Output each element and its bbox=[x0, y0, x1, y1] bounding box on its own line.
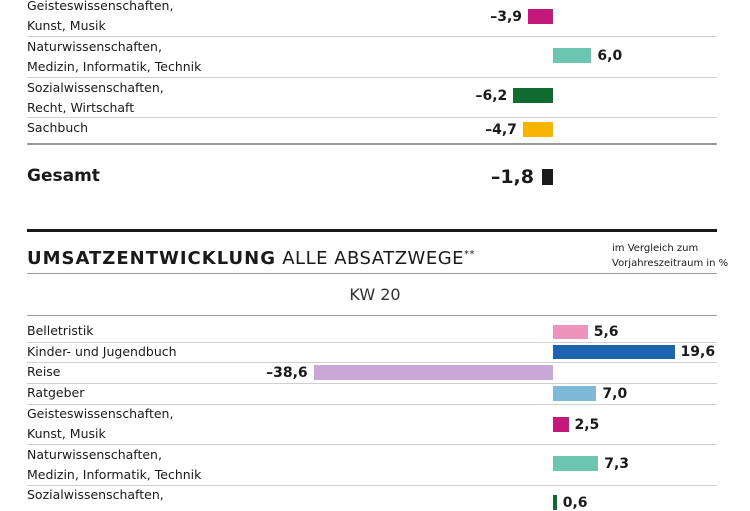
bar-geisteswissenschaften bbox=[528, 9, 553, 24]
bar-sozialwissenschaften-2 bbox=[553, 495, 557, 510]
bar-ratgeber bbox=[553, 386, 597, 401]
category-label: Naturwissenschaften, Medizin, Informatik… bbox=[27, 39, 202, 74]
value-label: 5,6 bbox=[593, 324, 619, 340]
category-label: Sozialwissenschaften, bbox=[27, 487, 164, 502]
title-underline bbox=[27, 273, 717, 274]
total-label: Gesamt bbox=[27, 166, 100, 186]
bar-belletristik bbox=[553, 325, 588, 339]
row-divider bbox=[27, 383, 717, 384]
bar-sachbuch bbox=[522, 122, 553, 137]
row-divider bbox=[27, 404, 717, 405]
unit-note-line: im Vergleich zum bbox=[612, 243, 699, 254]
row-divider bbox=[27, 485, 717, 486]
total-value-label: –1,8 bbox=[490, 166, 534, 188]
row-divider bbox=[27, 36, 717, 37]
category-label: Geisteswissenschaften, Kunst, Musik bbox=[27, 0, 174, 33]
category-label: Geisteswissenschaften, Kunst, Musik bbox=[27, 406, 174, 441]
unit-note: im Vergleich zum Vorjahreszeitraum in % bbox=[612, 241, 728, 271]
period-label: KW 20 bbox=[349, 285, 401, 304]
category-label: Kinder- und Jugendbuch bbox=[27, 344, 177, 359]
title-bold: UMSATZENTWICKLUNG bbox=[27, 248, 276, 269]
bar-kinder-jugendbuch bbox=[553, 345, 675, 359]
chart-title: UMSATZENTWICKLUNG ALLE ABSATZWEGE** bbox=[27, 248, 475, 269]
value-label: 6,0 bbox=[597, 48, 623, 64]
category-label: Naturwissenschaften, Medizin, Informatik… bbox=[27, 447, 202, 482]
category-label: Ratgeber bbox=[27, 385, 85, 400]
period-underline bbox=[27, 315, 717, 316]
value-label: 2,5 bbox=[574, 417, 600, 433]
value-label: 19,6 bbox=[680, 344, 716, 360]
bar-sozialwissenschaften bbox=[513, 88, 553, 103]
value-label: 7,0 bbox=[602, 386, 628, 402]
unit-note-line: Vorjahreszeitraum in % bbox=[612, 258, 729, 269]
value-label: –4,7 bbox=[485, 122, 517, 138]
bar-gesamt bbox=[542, 169, 553, 185]
section-divider bbox=[27, 229, 717, 232]
value-label: –3,9 bbox=[490, 9, 523, 25]
value-label: 7,3 bbox=[604, 456, 630, 472]
category-label: Sozialwissenschaften, Recht, Wirtschaft bbox=[27, 80, 164, 115]
row-divider bbox=[27, 77, 717, 78]
category-label: Sachbuch bbox=[27, 120, 89, 135]
value-label: 0,6 bbox=[562, 495, 588, 511]
category-label: Reise bbox=[27, 364, 61, 379]
title-light: ALLE ABSATZWEGE bbox=[282, 248, 465, 269]
value-label: –6,2 bbox=[475, 88, 508, 104]
bar-reise bbox=[313, 365, 553, 380]
row-divider bbox=[27, 117, 717, 118]
row-divider bbox=[27, 342, 717, 343]
total-divider bbox=[27, 143, 717, 145]
category-label: Belletristik bbox=[27, 323, 94, 338]
row-divider bbox=[27, 444, 717, 445]
bar-naturwissenschaften-2 bbox=[553, 456, 599, 471]
bar-naturwissenschaften bbox=[553, 48, 592, 63]
title-footnote: ** bbox=[464, 249, 476, 260]
row-divider bbox=[27, 362, 717, 363]
value-label: –38,6 bbox=[266, 365, 308, 381]
bar-geisteswissenschaften-2 bbox=[553, 417, 569, 432]
